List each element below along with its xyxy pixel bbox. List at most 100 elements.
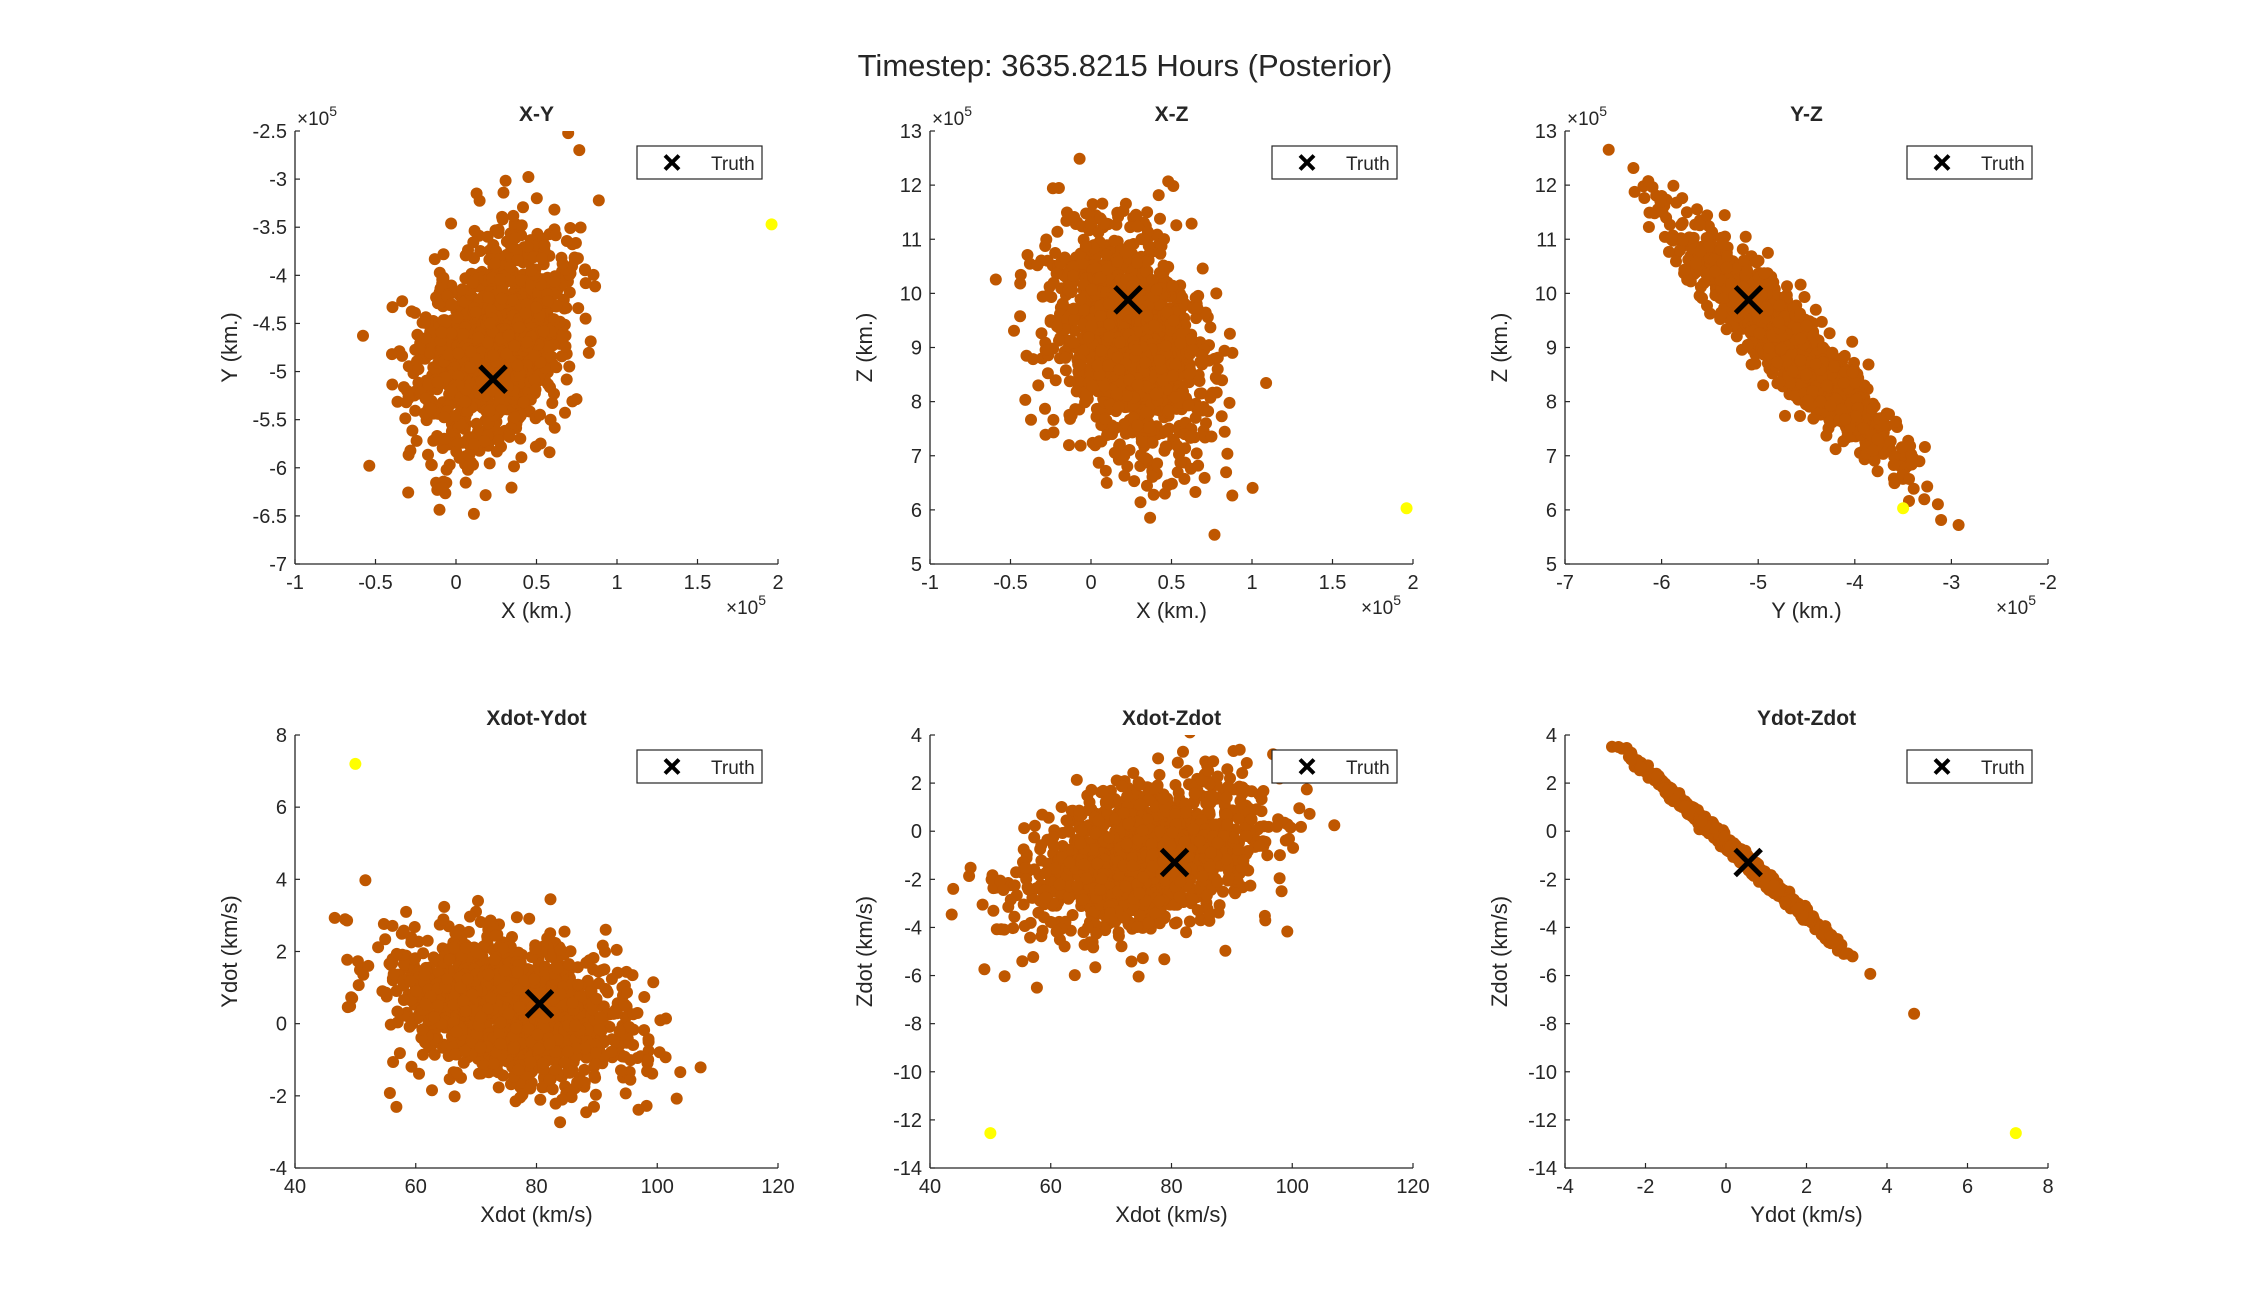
particle-point [386,301,399,314]
particle-point [352,979,365,992]
x-axis-exponent: ×105 [1361,592,1401,619]
particle-point [1761,246,1774,259]
particle-point [1102,359,1115,372]
particle-point [517,201,529,214]
particle-point [543,446,556,459]
truth-marker [478,364,508,395]
particle-point [1103,318,1116,331]
particle-point [1775,342,1788,355]
particle-point [1906,453,1918,466]
particle-point [1820,429,1833,442]
particle-point [530,192,543,205]
particle-point [1141,310,1154,323]
particle-point [1216,374,1229,387]
particle-point [1049,374,1062,387]
particle-point [445,384,458,397]
particle-point [1677,234,1690,246]
particle-point [425,459,438,472]
particle-point [1047,413,1060,426]
x-tick-label: -0.5 [993,572,1027,594]
particle-point [1051,320,1063,333]
x-axis-exponent: ×105 [1996,592,2036,619]
particle-point [404,444,417,457]
particle-point [419,392,432,405]
particle-point [496,283,509,296]
x-tick-label: 0 [1085,572,1096,594]
particle-point [1073,152,1086,165]
particle-point [1190,447,1203,460]
particle-point [534,437,547,450]
particle-point [412,363,425,376]
particle-point [1039,428,1052,441]
particle-point [494,391,506,404]
particle-point [1246,481,1259,494]
particle-point [1031,259,1044,272]
legend: Truth [1906,145,2033,180]
particle-point [1039,402,1051,415]
particle-point [437,273,450,286]
particle-point [1739,230,1752,243]
particle-point [1099,464,1112,477]
particle-point [569,253,581,266]
particle-point [1903,473,1915,485]
particle-point [1076,257,1089,270]
particle-point [1701,209,1714,222]
particle-point [438,411,451,424]
particle-point [1159,339,1172,352]
particle-point [1099,412,1111,425]
particle-point [1014,310,1027,323]
particle-point [474,245,487,257]
particle-point [1169,391,1182,404]
particle-point [478,435,491,448]
particle-point [1794,332,1807,345]
particle-point [470,417,483,430]
particle-point [1809,358,1822,371]
particle-point [1091,359,1104,372]
particle-point [397,924,410,937]
particle-point [468,438,480,450]
particle-point [1725,277,1738,290]
particle-point [1100,476,1113,489]
y-tick-label: -6.5 [253,506,287,528]
particle-point [1117,205,1130,217]
x-axis-exponent: ×105 [726,592,766,619]
particle-point [438,432,451,445]
particle-point [1074,439,1087,452]
particle-point [1139,406,1152,419]
y-tick-label: 13 [900,121,922,143]
particle-point [391,395,404,408]
x-tick-label: 1 [1246,572,1257,594]
particle-point [584,335,597,348]
particle-point [1166,369,1179,382]
particle-point [1680,206,1693,219]
particle-point [357,329,369,342]
truth-marker [1733,285,1764,315]
particle-point [499,174,512,187]
particle-point [1871,433,1884,446]
particle-point [1146,436,1159,449]
particle-point [1761,304,1774,317]
particle-point [542,340,555,353]
particle-point [467,236,480,249]
particle-point [411,328,424,341]
particle-point [1108,446,1121,459]
particle-point [451,311,464,324]
particle-point [1090,262,1102,275]
particle-point [384,1018,397,1031]
particle-point [1627,162,1640,174]
particle-point [464,361,477,374]
particle-point [509,232,522,245]
particle-point [1073,359,1086,372]
particle-point [1159,440,1172,453]
particle-point [527,349,540,362]
particle-point [556,330,569,343]
particle-point [1032,379,1045,392]
particle-point [1850,410,1862,423]
y-tick-label: -7 [269,554,287,576]
particle-point [445,217,458,230]
particle-point [1794,307,1806,320]
particle-point [442,348,455,361]
outlier-point [765,218,778,231]
particle-point [1211,363,1224,376]
particle-point [1809,303,1822,316]
